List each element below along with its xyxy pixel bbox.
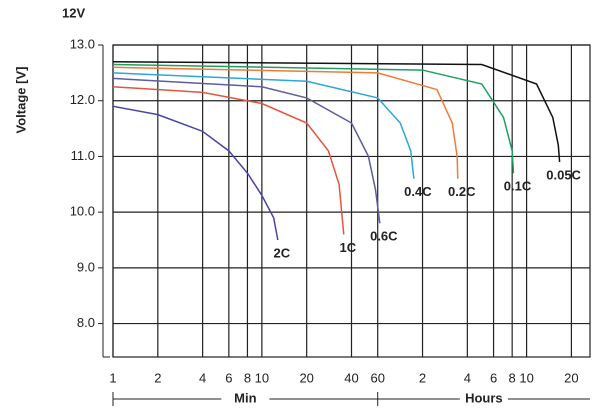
x-tick-label: 10 bbox=[255, 370, 269, 385]
x-tick-label: 2 bbox=[419, 370, 426, 385]
series-label: 0.1C bbox=[504, 179, 532, 194]
y-tick-label: 9.0 bbox=[77, 259, 95, 274]
group-label-bg bbox=[221, 391, 270, 407]
series-line bbox=[112, 105, 279, 241]
series-label: 0.4C bbox=[404, 184, 432, 199]
x-tick-label: 10 bbox=[519, 370, 533, 385]
y-tick-label: 11.0 bbox=[71, 148, 95, 163]
y-tick-label: 13.0 bbox=[70, 36, 95, 51]
chart-title: 12V bbox=[62, 5, 85, 20]
series-label: 1C bbox=[339, 240, 356, 255]
y-tick-label: 12.0 bbox=[70, 92, 95, 107]
group-label: Min bbox=[234, 390, 256, 405]
series-line bbox=[112, 77, 381, 224]
x-tick-label: 6 bbox=[490, 370, 497, 385]
y-tick-label: 10.0 bbox=[70, 204, 95, 219]
x-tick-label: 1 bbox=[109, 370, 116, 385]
x-tick-label: 8 bbox=[244, 370, 251, 385]
series-label: 0.05C bbox=[546, 167, 581, 182]
y-axis-label: Voltage [V] bbox=[13, 67, 28, 134]
series-line bbox=[112, 66, 459, 179]
series-line bbox=[112, 86, 345, 235]
series-label: 0.6C bbox=[370, 229, 398, 244]
group-label: Hours bbox=[465, 390, 503, 405]
x-tick-label: 4 bbox=[199, 370, 206, 385]
x-tick-label: 2 bbox=[154, 370, 161, 385]
series-line bbox=[112, 72, 415, 179]
group-label-bg bbox=[459, 391, 508, 407]
x-tick-label: 4 bbox=[464, 370, 471, 385]
x-tick-label: 20 bbox=[299, 370, 313, 385]
x-tick-label: 6 bbox=[225, 370, 232, 385]
series-label: 0.2C bbox=[448, 184, 476, 199]
x-tick-label: 8 bbox=[509, 370, 516, 385]
x-tick-label: 40 bbox=[344, 370, 358, 385]
series-line bbox=[112, 60, 561, 163]
x-tick-label: 60 bbox=[370, 370, 384, 385]
series-label: 2C bbox=[274, 245, 291, 260]
x-tick-label: 20 bbox=[564, 370, 578, 385]
y-tick-label: 8.0 bbox=[77, 315, 95, 330]
series-line bbox=[112, 63, 515, 174]
